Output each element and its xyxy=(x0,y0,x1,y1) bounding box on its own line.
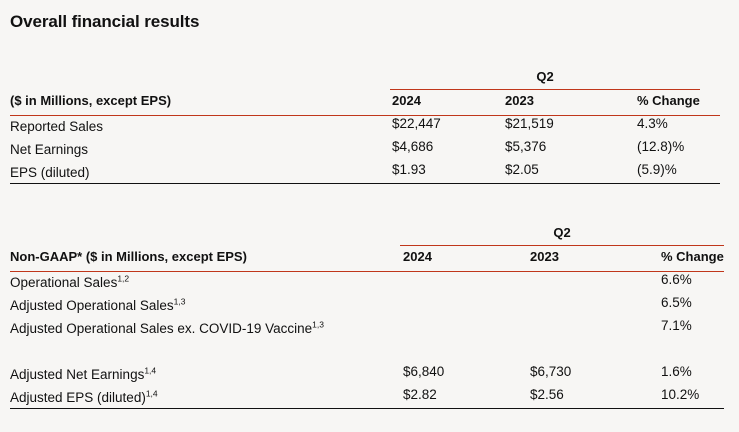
table2-row1-label-text: Adjusted Operational Sales xyxy=(10,298,174,313)
table2-row4-2024: $2.82 xyxy=(403,387,437,402)
table-row: Net Earnings $4,686 $5,376 (12.8)% xyxy=(0,137,739,160)
table2-row2-footnote: 1,3 xyxy=(312,319,324,330)
table2-group-header-row: Q2 xyxy=(0,224,739,246)
table1-row0-2024: $22,447 xyxy=(392,116,441,131)
table1-row2-2024: $1.93 xyxy=(392,162,426,177)
table2-footer-rule xyxy=(10,408,724,409)
table1-column-header-2024: 2024 xyxy=(392,93,421,108)
table-row: EPS (diluted) $1.93 $2.05 (5.9)% xyxy=(0,160,739,183)
table1-group-header-row: Q2 xyxy=(0,68,739,90)
table2-row2-label-text: Adjusted Operational Sales ex. COVID-19 … xyxy=(10,321,313,336)
table1-row-label-header: ($ in Millions, except EPS) xyxy=(10,93,172,108)
table2-row3-label: Adjusted Net Earnings1,4 xyxy=(10,364,380,386)
table2-row4-label: Adjusted EPS (diluted)1,4 xyxy=(10,387,380,409)
reported-results-table: Q2 ($ in Millions, except EPS) 2024 2023… xyxy=(0,68,739,184)
table1-column-header-row: ($ in Millions, except EPS) 2024 2023 % … xyxy=(0,90,739,116)
table2-row4-label-text: Adjusted EPS (diluted) xyxy=(10,390,146,405)
table-row: Operational Sales1,2 6.6% xyxy=(0,270,739,293)
table2-row4-footnote: 1,4 xyxy=(145,388,158,399)
table2-row1-footnote: 1,3 xyxy=(173,296,186,307)
table2-row0-label-text: Operational Sales xyxy=(10,275,118,290)
table1-group-header-q2: Q2 xyxy=(536,69,554,84)
table1-row1-2023: $5,376 xyxy=(505,139,547,154)
table2-row2-label: Adjusted Operational Sales ex. COVID-19 … xyxy=(10,318,380,340)
table2-row4-2023: $2.56 xyxy=(530,387,564,402)
table1-row1-change: (12.8)% xyxy=(637,139,685,154)
table2-row0-change: 6.6% xyxy=(661,272,692,287)
table1-row0-change: 4.3% xyxy=(637,116,668,131)
table2-row0-footnote: 1,2 xyxy=(117,273,130,284)
table2-header-rule xyxy=(10,271,724,272)
table2-row1-change: 6.5% xyxy=(661,295,692,310)
table1-group-rule xyxy=(390,89,700,90)
table1-row1-label: Net Earnings xyxy=(10,142,89,157)
table-row: Adjusted Net Earnings1,4 $6,840 $6,730 1… xyxy=(0,362,739,385)
table2-row1-label: Adjusted Operational Sales1,3 xyxy=(10,295,380,317)
table1-column-header-change: % Change xyxy=(637,93,700,108)
table2-row3-change: 1.6% xyxy=(661,364,692,379)
table2-column-header-change: % Change xyxy=(661,249,724,264)
table1-row1-2024: $4,686 xyxy=(392,139,434,154)
table2-column-header-2024: 2024 xyxy=(403,249,432,264)
table2-row0-label: Operational Sales1,2 xyxy=(10,272,380,294)
table1-row2-label: EPS (diluted) xyxy=(10,165,90,180)
table2-row4-change: 10.2% xyxy=(661,387,700,402)
table-row: Adjusted EPS (diluted)1,4 $2.82 $2.56 10… xyxy=(0,385,739,408)
table2-group-header-q2: Q2 xyxy=(553,225,571,240)
table1-row0-label: Reported Sales xyxy=(10,119,104,134)
table2-row-label-header: Non-GAAP* ($ in Millions, except EPS) xyxy=(10,249,247,264)
table2-column-header-2023: 2023 xyxy=(530,249,559,264)
table2-row3-2023: $6,730 xyxy=(530,364,572,379)
table1-column-header-2023: 2023 xyxy=(505,93,534,108)
table1-row0-2023: $21,519 xyxy=(505,116,554,131)
table-row: Reported Sales $22,447 $21,519 4.3% xyxy=(0,114,739,137)
table1-row2-change: (5.9)% xyxy=(637,162,677,177)
table2-row3-label-text: Adjusted Net Earnings xyxy=(10,367,145,382)
table-row: Adjusted Operational Sales ex. COVID-19 … xyxy=(0,316,739,362)
table1-row2-2023: $2.05 xyxy=(505,162,539,177)
table2-column-header-row: Non-GAAP* ($ in Millions, except EPS) 20… xyxy=(0,246,739,272)
table2-row2-change: 7.1% xyxy=(661,318,692,333)
table-row: Adjusted Operational Sales1,3 6.5% xyxy=(0,293,739,316)
table2-body: Operational Sales1,2 6.6% Adjusted Opera… xyxy=(0,270,739,409)
page-title: Overall financial results xyxy=(10,12,200,31)
table2-row3-2024: $6,840 xyxy=(403,364,445,379)
table1-footer-rule xyxy=(10,183,720,184)
table2-group-rule xyxy=(400,245,724,246)
table1-body: Reported Sales $22,447 $21,519 4.3% Net … xyxy=(0,114,739,184)
non-gaap-results-table: Q2 Non-GAAP* ($ in Millions, except EPS)… xyxy=(0,224,739,409)
table2-row3-footnote: 1,4 xyxy=(144,365,157,376)
table1-header-rule xyxy=(10,115,720,116)
